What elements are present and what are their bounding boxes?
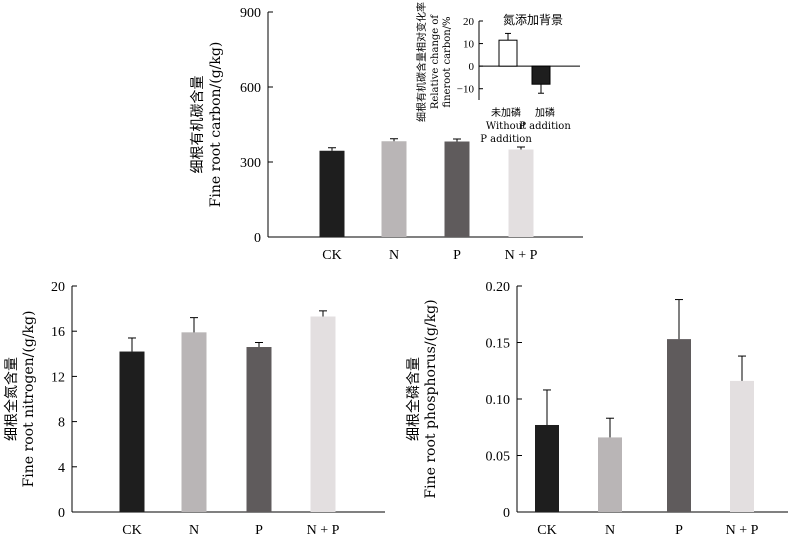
phosphorus-y-tick-label: 0.15 <box>486 337 511 352</box>
inset-y-tick-label: 0 <box>469 61 475 73</box>
phosphorus-y-tick-label: 0.20 <box>486 280 511 295</box>
carbon-chart: 0 300 600 900 CK N P N + P 细根有机碳含量 Fine root carb… <box>190 2 583 263</box>
inset-category-label-en: P addition <box>480 134 532 145</box>
nitrogen-y-label-cn: 细根全氮含量 <box>3 357 20 441</box>
inset-y-tick-label: −10 <box>457 84 475 96</box>
nitrogen-category-label: P <box>255 523 263 535</box>
nitrogen-chart: 0 4 8 12 16 20 CK N P N + P 细根全氮含量 Fine root nitrog… <box>3 280 385 535</box>
phosphorus-category-label: N <box>605 523 615 535</box>
carbon-y-label-cn: 细根有机碳含量 <box>190 76 206 174</box>
nitrogen-category-label: N <box>189 523 199 535</box>
carbon-bar <box>319 150 345 237</box>
phosphorus-bar <box>535 424 559 512</box>
carbon-category-label: CK <box>322 248 341 263</box>
carbon-bar <box>444 141 470 237</box>
inset-bar <box>531 65 551 85</box>
phosphorus-y-tick-label: 0.05 <box>486 450 511 465</box>
carbon-y-tick-label: 900 <box>240 6 261 21</box>
nitrogen-y-tick-label: 16 <box>51 325 65 340</box>
inset-y-tick-label: 10 <box>463 39 475 51</box>
nitrogen-category-label: CK <box>122 523 141 535</box>
inset-category-label-cn: 加磷 <box>535 106 555 119</box>
inset-category-label-cn: 未加磷 <box>491 106 521 119</box>
phosphorus-chart: 0 0.05 0.10 0.15 0.20 CK N P N + P 细根全磷含量 Fine roo… <box>405 280 788 535</box>
phosphorus-category-label: CK <box>537 523 556 535</box>
inset-title: 氮添加背景 <box>503 12 563 27</box>
phosphorus-y-label-en: Fine root phosphorus/(g/kg) <box>423 299 439 498</box>
nitrogen-bar <box>310 316 336 512</box>
nitrogen-y-tick-label: 0 <box>58 506 65 521</box>
nitrogen-y-tick-label: 8 <box>58 416 65 431</box>
nitrogen-y-tick-label: 20 <box>51 280 65 295</box>
carbon-bar <box>508 149 534 237</box>
inset-category-label-en: P addition <box>519 121 571 132</box>
carbon-bar <box>381 141 407 237</box>
nitrogen-bar <box>181 332 207 512</box>
phosphorus-y-tick-label: 0.10 <box>486 393 511 408</box>
inset-bar <box>498 39 518 67</box>
nitrogen-y-tick-label: 4 <box>58 461 65 476</box>
carbon-y-tick-label: 300 <box>240 156 261 171</box>
carbon-category-label: N + P <box>505 248 538 263</box>
carbon-y-tick-label: 600 <box>240 81 261 96</box>
carbon-y-tick-label: 0 <box>254 231 261 246</box>
nitrogen-y-tick-label: 12 <box>51 370 65 385</box>
phosphorus-bar <box>730 380 754 512</box>
phosphorus-category-label: N + P <box>726 523 759 535</box>
carbon-category-label: P <box>453 248 461 263</box>
inset-y-label: Relative change of <box>430 14 441 110</box>
nitrogen-category-label: N + P <box>307 523 340 535</box>
phosphorus-y-label-cn: 细根全磷含量 <box>405 357 422 441</box>
nitrogen-bar <box>119 351 145 512</box>
inset-y-label: fineroot carbon/% <box>442 16 453 107</box>
phosphorus-y-tick-label: 0 <box>503 506 510 521</box>
inset-y-label: 细根有机碳含量相对变化率 <box>415 2 428 122</box>
inset-category-label-en: Without <box>486 121 526 132</box>
carbon-category-label: N <box>389 248 399 263</box>
inset-y-tick-label: 20 <box>463 16 475 28</box>
carbon-y-label-en: Fine root carbon/(g/kg) <box>208 42 224 208</box>
phosphorus-category-label: P <box>675 523 683 535</box>
phosphorus-bar <box>598 437 622 512</box>
nitrogen-bar <box>246 347 272 512</box>
nitrogen-y-label-en: Fine root nitrogen/(g/kg) <box>21 311 37 488</box>
phosphorus-bar <box>667 339 691 512</box>
